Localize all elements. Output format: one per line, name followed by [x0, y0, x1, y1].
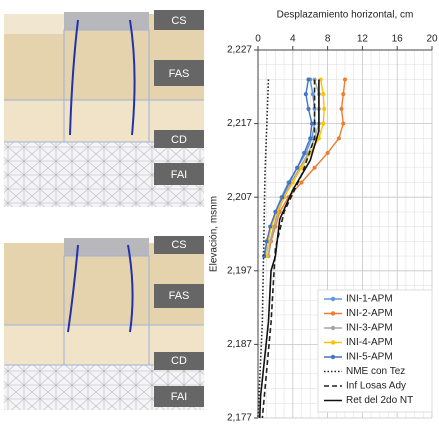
layer-label: FAI: [171, 169, 188, 181]
point: [321, 92, 326, 97]
legend-label: INI-4-APM: [346, 337, 393, 348]
point: [341, 92, 346, 97]
y-tick-label: 2,217: [227, 118, 252, 129]
legend-marker: [330, 354, 336, 360]
layer-label: CS: [171, 15, 186, 27]
point: [312, 106, 317, 111]
plot: 0 4 8 12 16 20 2,177 2,187 2,197 2,207 2,217 2,227 I…: [227, 34, 438, 424]
layer-label: CD: [171, 355, 187, 367]
point: [264, 239, 269, 244]
legend-label: INI-5-APM: [346, 352, 393, 363]
point: [316, 136, 321, 141]
point: [310, 92, 315, 97]
legend-marker: [330, 325, 336, 331]
layer-label: FAS: [169, 68, 190, 80]
legend-marker: [330, 296, 336, 302]
legend-label: INI-3-APM: [346, 323, 393, 334]
legend-label: INI-1-APM: [346, 294, 393, 305]
point: [343, 77, 347, 82]
legend-label: Ret del 2do NT: [346, 395, 413, 406]
x-tick-label: 8: [325, 34, 331, 45]
x-tick-label: 12: [357, 34, 369, 45]
point: [308, 136, 313, 141]
layer-label: CS: [171, 239, 186, 251]
point: [273, 209, 278, 214]
point: [312, 165, 317, 170]
point: [302, 151, 307, 156]
legend-label: NME con Tez: [346, 366, 405, 377]
y-axis-title: Elevación, msnm: [209, 196, 220, 272]
panel-top: CS FAS CD FAI: [4, 10, 204, 207]
layer-label: FAI: [171, 391, 188, 403]
point: [280, 195, 285, 200]
legend-box: [317, 289, 433, 413]
point: [299, 180, 304, 185]
layer-label: FAS: [169, 290, 190, 302]
legend-label: Inf Losas Ady: [346, 381, 406, 392]
point: [290, 180, 295, 185]
point: [306, 106, 311, 111]
series-line: [258, 79, 320, 419]
x-tick-label: 0: [255, 34, 261, 45]
x-tick-label: 20: [426, 34, 438, 45]
layer-label: CD: [171, 134, 187, 146]
point: [339, 106, 344, 111]
point: [321, 121, 326, 126]
point: [341, 121, 346, 126]
point: [295, 165, 300, 170]
legend-label: INI-2-APM: [346, 308, 393, 319]
series-line: [261, 79, 316, 419]
point: [287, 180, 292, 185]
point: [322, 106, 327, 111]
y-tick-label: 2,177: [227, 413, 252, 424]
panel-bottom: CS FAS CD FAI: [4, 236, 204, 410]
x-tick-label: 16: [392, 34, 404, 45]
x-tick-label: 4: [290, 34, 296, 45]
point: [325, 151, 330, 156]
y-tick-label: 2,207: [227, 192, 252, 203]
legend-marker: [330, 311, 336, 316]
series-line: [257, 79, 270, 419]
point: [336, 136, 341, 141]
point: [268, 224, 273, 229]
x-axis-title: Desplazamiento horizontal, cm: [277, 10, 414, 21]
point: [306, 77, 311, 82]
point: [303, 92, 308, 97]
y-tick-label: 2,197: [227, 265, 252, 276]
point: [309, 121, 314, 126]
point: [299, 165, 304, 170]
legend-marker: [330, 340, 336, 345]
y-tick-label: 2,227: [227, 45, 252, 56]
y-tick-label: 2,187: [227, 339, 252, 350]
